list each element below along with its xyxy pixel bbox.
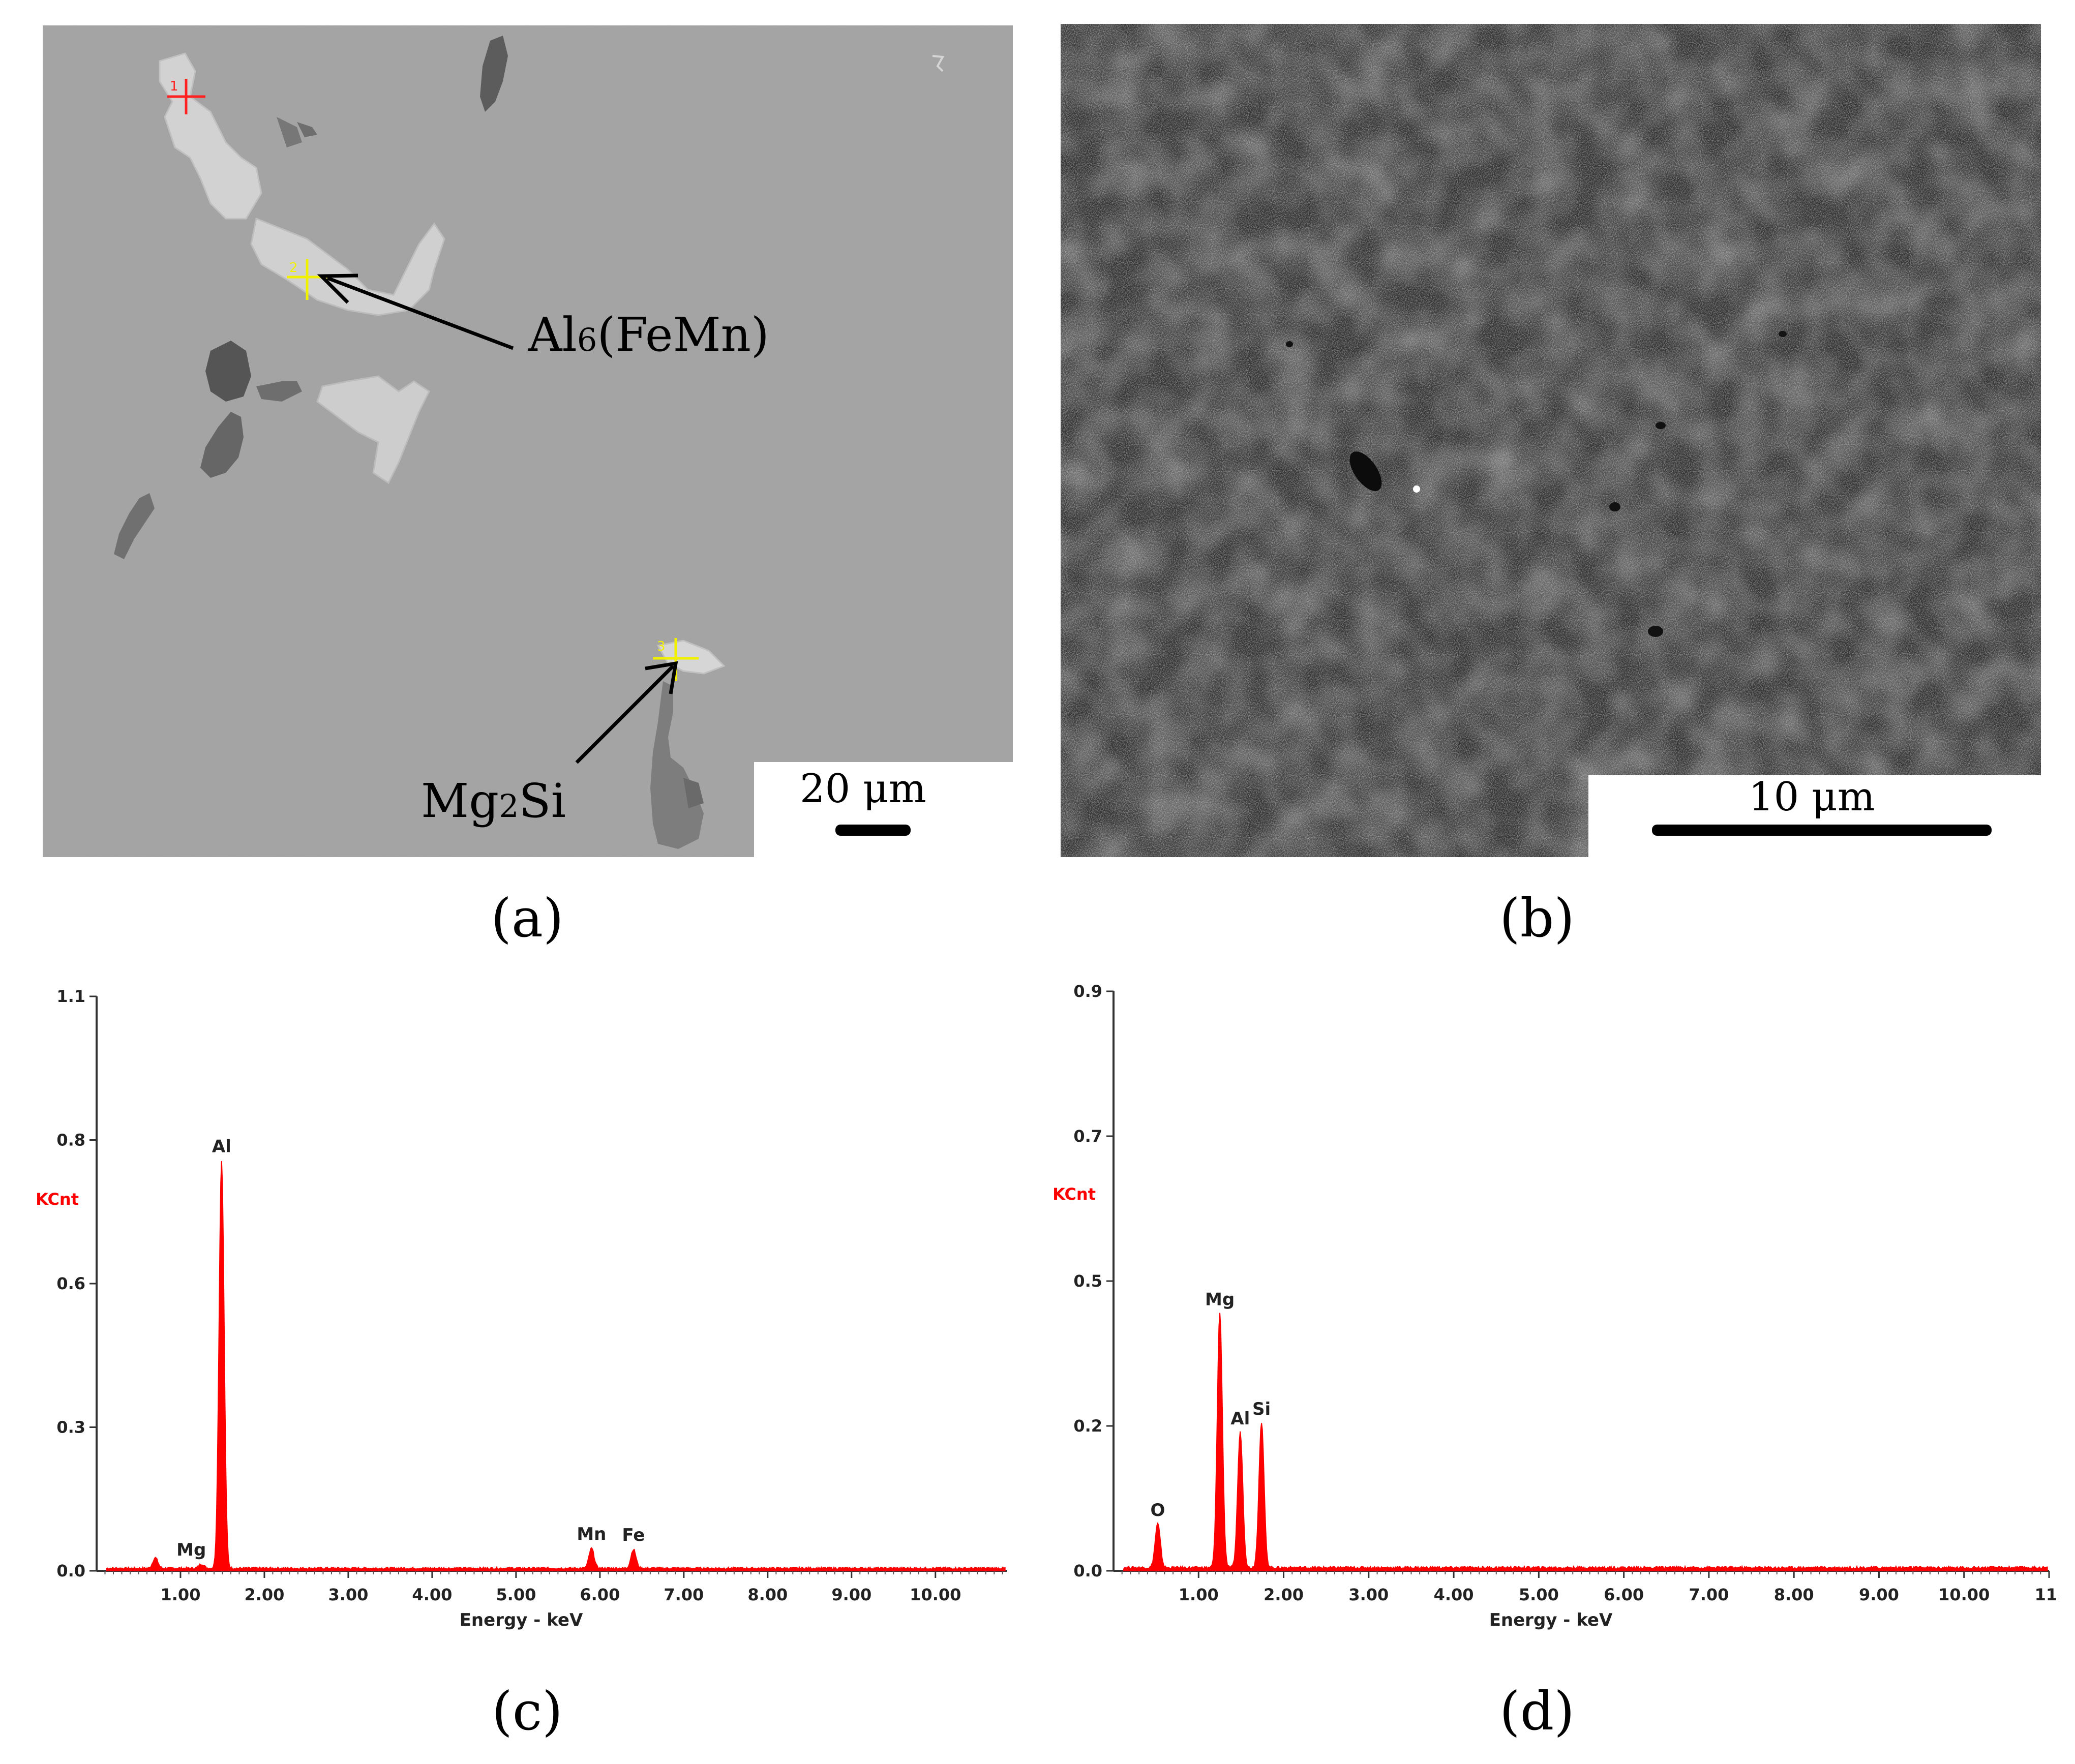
sem-image-a: 1 2 3 Al6(FeMn) Mg2Si 20 μm [43, 25, 1013, 857]
x-tick-label: 8.00 [747, 1585, 788, 1604]
x-tick-label: 5.00 [496, 1585, 536, 1604]
peak-label-al: Al [212, 1137, 231, 1157]
y-tick-label: 1.1 [56, 987, 85, 1006]
y-tick-label: 0.9 [1073, 982, 1102, 1001]
spectrum-series [1123, 1313, 2048, 1571]
peak-label-mn: Mn [577, 1524, 606, 1544]
y-tick-label: 0.0 [1073, 1561, 1102, 1580]
y-tick-label: 0.2 [1073, 1416, 1102, 1436]
x-tick-label: 3.00 [1348, 1585, 1389, 1604]
x-tick-label: 4.00 [1434, 1585, 1474, 1604]
scale-bar-label-a: 20 μm [800, 766, 926, 812]
y-tick-label: 0.3 [56, 1418, 85, 1437]
peak-label-mg: Mg [1205, 1290, 1235, 1310]
x-tick-label: 2.00 [1264, 1585, 1304, 1604]
marker-1: 1 [167, 79, 205, 114]
x-tick-label: 9.00 [1859, 1585, 1899, 1604]
scale-bar-label-b: 10 μm [1749, 774, 1875, 820]
panel-label-c: (c) [492, 1680, 563, 1742]
scale-bar-box-a: 20 μm [754, 762, 1013, 857]
svg-text:2: 2 [289, 260, 298, 276]
x-tick-label: 3.00 [328, 1585, 368, 1604]
eds-spectrum-c: 0.0 0.3 0.6 0.8 1.1 1.00 2.00 3.00 4.00 5.00 6.00 7… [36, 987, 1007, 1630]
peak-label-al: Al [1230, 1409, 1250, 1429]
y-tick-label: 0.7 [1073, 1127, 1102, 1146]
peak-label-mg: Mg [176, 1540, 206, 1560]
panel-label-b: (b) [1499, 887, 1575, 949]
y-tick-label: 0.5 [1073, 1271, 1102, 1291]
scale-bar-box-b: 10 μm [1588, 774, 2041, 857]
x-tick-label: 1.00 [161, 1585, 201, 1604]
x-tick-label: 4.00 [412, 1585, 452, 1604]
y-tick-label: 0.0 [56, 1561, 85, 1580]
x-tick-label: 7.00 [664, 1585, 704, 1604]
peak-label-si: Si [1252, 1399, 1271, 1419]
panel-label-d: (d) [1499, 1680, 1575, 1742]
x-tick-label: 2.00 [244, 1585, 284, 1604]
scale-bar-b [1652, 825, 1992, 836]
y-axis-title: KCnt [1052, 1184, 1096, 1204]
x-axis-title: Energy - keV [1489, 1610, 1613, 1630]
label-al6femn: Al6(FeMn) [528, 308, 769, 362]
svg-text:1: 1 [170, 79, 178, 94]
label-mg2si: Mg2Si [421, 774, 566, 828]
x-tick-label: 6.00 [580, 1585, 620, 1604]
x-tick-label: 1.00 [1179, 1585, 1219, 1604]
x-tick-label: 10.00 [1938, 1585, 1990, 1604]
scale-bar-a [835, 825, 911, 836]
x-tick-label: 6.00 [1604, 1585, 1644, 1604]
x-tick-label: 11. [2035, 1585, 2059, 1604]
marker-3: 3 [653, 638, 699, 681]
marker-2: 2 [287, 259, 327, 300]
y-tick-label: 0.6 [56, 1274, 85, 1293]
x-tick-label: 10.00 [910, 1585, 961, 1604]
x-tick-label: 9.00 [831, 1585, 871, 1604]
svg-text:3: 3 [657, 639, 666, 654]
eds-spectrum-d: 0.0 0.2 0.5 0.7 0.9 1.00 2.00 3.00 4.00 5.00 6.00 7… [1052, 982, 2059, 1630]
spectrum-series [106, 1161, 1006, 1571]
y-axis-title: KCnt [36, 1190, 79, 1209]
arrow-mg2si [575, 661, 678, 764]
arrow-al6femn [317, 273, 514, 350]
x-tick-label: 5.00 [1519, 1585, 1559, 1604]
micrograph-b-texture [1061, 24, 2041, 857]
peak-label-fe: Fe [622, 1525, 645, 1545]
x-tick-label: 7.00 [1689, 1585, 1729, 1604]
sem-image-b: 10 μm [1061, 24, 2041, 857]
x-tick-label: 8.00 [1774, 1585, 1814, 1604]
micrograph-a-particles: 1 2 3 [43, 25, 1013, 857]
panel-label-a: (a) [491, 887, 564, 949]
x-axis-title: Energy - keV [460, 1610, 583, 1630]
peak-label-o: O [1151, 1500, 1165, 1520]
y-tick-label: 0.8 [56, 1131, 85, 1150]
